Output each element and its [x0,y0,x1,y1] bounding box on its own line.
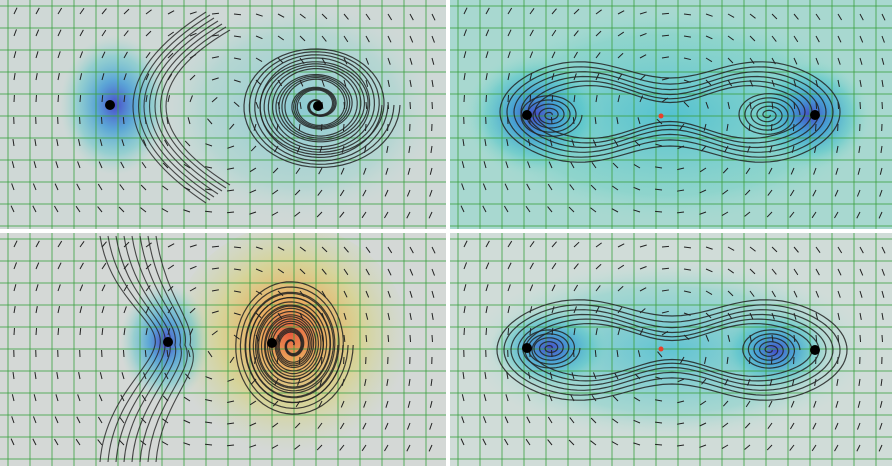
critical-point [810,110,820,120]
vector-arrow [508,328,509,335]
vector-arrow [486,328,487,335]
field-glow [160,0,440,220]
vector-arrow [58,328,59,335]
panel [0,0,446,229]
critical-point [659,347,664,352]
vector-arrow [101,117,102,124]
vector-arrow [366,335,367,342]
vector-arrow [58,95,59,102]
vector-arrow [343,124,344,131]
critical-point [105,100,115,110]
vector-arrow [123,117,124,124]
vector-arrow [80,328,81,335]
critical-point [810,345,820,355]
panel [450,233,892,466]
critical-point [163,337,173,347]
vector-arrow [80,95,81,102]
vector-arrow [145,350,146,357]
vector-arrow [749,357,750,364]
critical-point [522,343,532,353]
vector-arrow [655,211,662,212]
vector-arrow [388,335,389,342]
critical-point [659,114,664,119]
critical-point [267,338,277,348]
critical-point [313,101,323,111]
vector-arrow [595,350,596,357]
panel [0,225,446,466]
vector-arrow [662,246,669,247]
panel [450,0,892,230]
vector-arrow [410,335,411,342]
vector-arrow [860,335,861,342]
critical-point [522,110,532,120]
vector-arrow [551,117,552,124]
vector-arrow [366,102,367,109]
divider [0,229,892,233]
vector-arrow [662,13,669,14]
vector-arrow [655,444,662,445]
visualization [0,0,892,466]
vector-arrow [123,350,124,357]
vector-arrow [36,328,37,335]
vector-arrow [508,95,509,102]
